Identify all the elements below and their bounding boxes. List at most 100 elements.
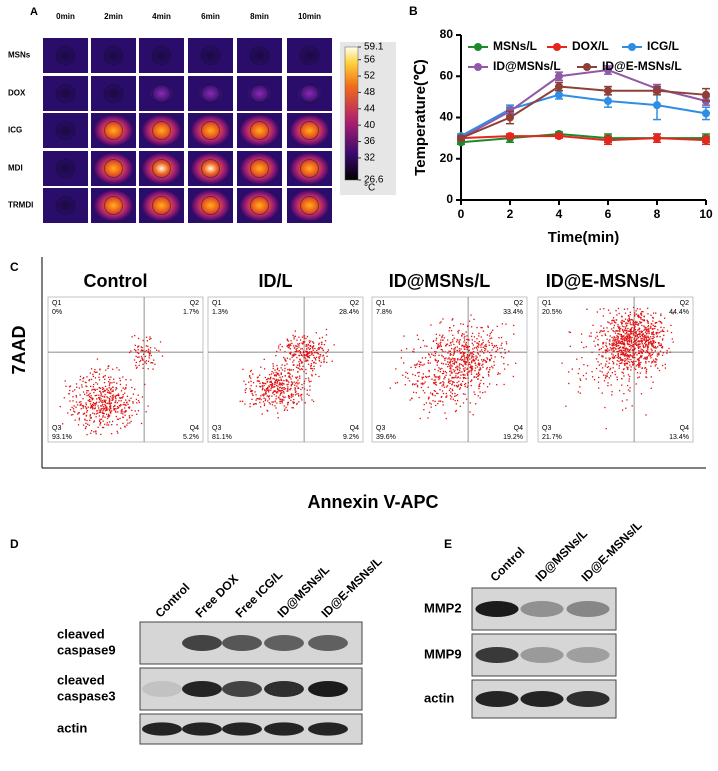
- cell-dot: [109, 382, 111, 384]
- cell-dot: [611, 353, 613, 355]
- cell-dot: [305, 368, 307, 371]
- cell-dot: [290, 378, 292, 380]
- cell-dot: [613, 357, 616, 359]
- cell-dot: [440, 381, 442, 384]
- cell-dot: [134, 344, 136, 346]
- cell-dot: [462, 402, 465, 404]
- cell-dot: [94, 377, 97, 379]
- cell-dot: [621, 359, 623, 361]
- cell-dot: [471, 332, 474, 335]
- cell-dot: [433, 374, 436, 376]
- cell-dot: [262, 401, 265, 403]
- panel-letter: D: [10, 537, 19, 551]
- cell-dot: [611, 322, 613, 324]
- cell-dot: [628, 380, 630, 382]
- cell-dot: [648, 329, 650, 331]
- cell-dot: [652, 344, 654, 347]
- quadrant-name: Q4: [190, 425, 199, 432]
- x-tick-label: 8: [654, 207, 661, 221]
- cell-dot: [645, 340, 647, 342]
- cell-dot: [616, 314, 618, 316]
- cell-dot: [604, 349, 606, 351]
- cell-dot: [621, 400, 624, 402]
- cell-dot: [482, 330, 485, 332]
- thermal-spot: [45, 39, 86, 72]
- cell-dot: [438, 354, 440, 356]
- cell-dot: [612, 344, 615, 346]
- data-point: [653, 101, 661, 110]
- cell-dot: [451, 319, 453, 321]
- cell-dot: [107, 365, 109, 368]
- cell-dot: [456, 339, 459, 341]
- cell-dot: [639, 345, 641, 348]
- cell-dot: [137, 352, 139, 354]
- cell-dot: [645, 362, 647, 364]
- thermal-spot: [93, 114, 134, 147]
- cell-dot: [438, 378, 440, 381]
- cell-dot: [452, 369, 454, 371]
- cell-dot: [82, 391, 85, 393]
- cell-dot: [611, 394, 613, 396]
- cell-dot: [618, 328, 621, 330]
- cell-dot: [412, 383, 414, 385]
- cell-dot: [141, 396, 144, 398]
- cell-dot: [613, 362, 615, 364]
- cell-dot: [273, 386, 275, 388]
- cell-dot: [643, 338, 646, 340]
- cell-dot: [266, 389, 268, 391]
- colorbar-tick-label: 48: [364, 87, 376, 98]
- cell-dot: [457, 372, 460, 374]
- cell-dot: [642, 333, 644, 336]
- cell-dot: [101, 403, 104, 405]
- cell-dot: [305, 360, 308, 362]
- cell-dot: [421, 376, 423, 379]
- cell-dot: [651, 351, 653, 353]
- cell-dot: [463, 352, 465, 354]
- cell-dot: [497, 373, 499, 376]
- cell-dot: [142, 339, 144, 342]
- cell-dot: [100, 421, 102, 424]
- thermal-spot: [45, 114, 86, 147]
- cell-dot: [633, 348, 635, 350]
- cell-dot: [447, 363, 450, 366]
- cell-dot: [476, 356, 478, 358]
- cell-dot: [626, 338, 628, 341]
- cell-dot: [481, 327, 483, 329]
- cell-dot: [242, 368, 244, 370]
- cell-dot: [649, 342, 652, 344]
- cell-dot: [445, 363, 447, 365]
- cell-dot: [76, 404, 79, 406]
- cell-dot: [279, 349, 281, 351]
- cell-dot: [623, 320, 625, 323]
- cell-dot: [428, 375, 430, 377]
- cell-dot: [641, 367, 643, 369]
- cell-dot: [622, 329, 624, 332]
- cell-dot: [102, 420, 104, 422]
- cell-dot: [631, 405, 633, 407]
- cell-dot: [435, 351, 437, 353]
- cell-dot: [301, 393, 303, 396]
- cell-dot: [249, 388, 251, 390]
- cell-dot: [474, 362, 476, 364]
- blot-band: [475, 647, 519, 663]
- cell-dot: [470, 373, 473, 375]
- panel-letter: C: [10, 260, 19, 274]
- cell-dot: [634, 341, 636, 343]
- cell-dot: [655, 358, 657, 360]
- cell-dot: [74, 419, 76, 421]
- cell-dot: [661, 329, 664, 331]
- cell-dot: [646, 358, 648, 360]
- cell-dot: [486, 357, 488, 359]
- well-outline: [201, 46, 220, 65]
- cell-dot: [109, 389, 112, 391]
- cell-dot: [442, 334, 444, 336]
- cell-dot: [468, 355, 471, 357]
- cell-dot: [454, 376, 456, 379]
- cell-dot: [287, 372, 289, 375]
- thermal-spot: [93, 39, 134, 72]
- cell-dot: [478, 387, 480, 390]
- cell-dot: [309, 365, 312, 367]
- cell-dot: [106, 396, 108, 398]
- cell-dot: [99, 422, 102, 424]
- cell-dot: [102, 391, 104, 393]
